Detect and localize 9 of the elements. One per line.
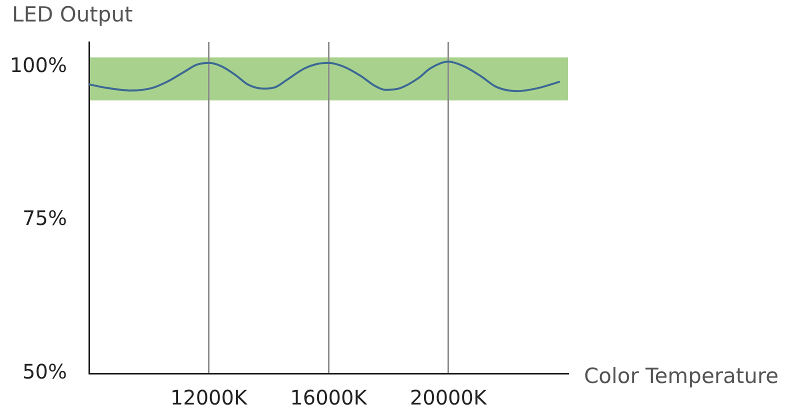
y-axis-title: LED Output [12,2,133,26]
x-axis-title: Color Temperature [584,364,779,388]
x-tick-label: 16000K [290,386,368,410]
y-tick-label: 50% [22,360,67,384]
line-series [89,60,560,92]
x-tick-label: 12000K [170,386,248,410]
x-tick-label: 20000K [410,386,488,410]
y-tick-label: 75% [22,206,67,230]
y-tick-label: 100% [10,52,67,77]
